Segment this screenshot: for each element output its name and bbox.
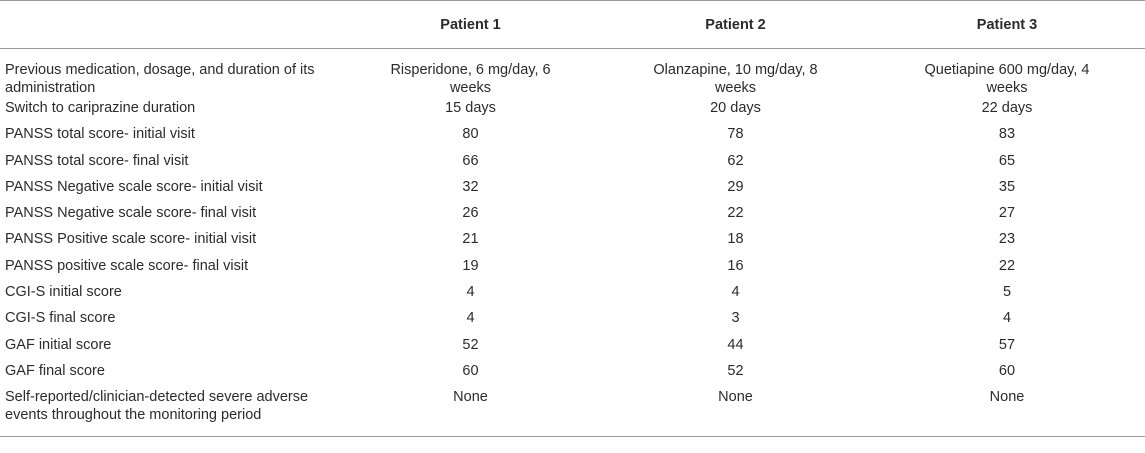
- row-label: GAF final score: [5, 362, 105, 379]
- table-row: GAF initial score 52 44 57: [0, 334, 1145, 360]
- table-row: Switch to cariprazine duration 15 days 2…: [0, 97, 1145, 123]
- cell-value: None: [602, 386, 869, 437]
- cell-value: 66: [462, 152, 479, 169]
- header-cell-patient-1: Patient 1: [339, 0, 602, 49]
- cell-value: Olanzapine, 10 mg/day, 8 weeks: [602, 49, 869, 98]
- cell-value: 3: [731, 310, 740, 327]
- cell-value: 22: [727, 205, 744, 222]
- row-label: PANSS total score- final visit: [5, 152, 189, 169]
- table-row: PANSS Positive scale score- initial visi…: [0, 228, 1145, 254]
- row-label: PANSS Positive scale score- initial visi…: [5, 231, 257, 248]
- cell-value: Risperidone, 6 mg/day, 6 weeks: [339, 49, 602, 98]
- cell-value: 4: [466, 284, 475, 301]
- cell-value: 4: [1002, 310, 1012, 327]
- cell-value: 15 days: [445, 100, 496, 116]
- cell-value: 21: [462, 231, 479, 248]
- cell-value: 5: [1002, 284, 1012, 301]
- cell-value: 29: [727, 178, 744, 195]
- table-row: PANSS total score- final visit 66 62 65: [0, 150, 1145, 176]
- header-cell-label: [0, 0, 339, 49]
- cell-value: 62: [727, 152, 744, 169]
- cell-value: 65: [998, 152, 1016, 169]
- table-row: GAF final score 60 52 60: [0, 360, 1145, 386]
- row-label-text: Self-reported/clinician-detected severe …: [5, 389, 309, 424]
- table-row: CGI-S initial score 4 4 5: [0, 281, 1145, 307]
- row-label: PANSS Negative scale score- final visit: [5, 205, 257, 222]
- row-label: GAF initial score: [5, 336, 112, 353]
- header-row: Patient 1 Patient 2 Patient 3: [0, 0, 1145, 49]
- cell-value: 23: [998, 231, 1016, 248]
- cell-text: Quetiapine 600 mg/day, 4 weeks: [924, 62, 1090, 96]
- row-label: PANSS Negative scale score- initial visi…: [5, 178, 263, 195]
- cell-value: 52: [727, 362, 744, 379]
- cell-value: 22: [998, 257, 1016, 274]
- header-cell-patient-3: Patient 3: [869, 0, 1145, 49]
- cell-value: 57: [998, 336, 1016, 353]
- cell-value: 52: [462, 336, 479, 353]
- cell-value: 32: [462, 178, 479, 195]
- cell-value: 4: [731, 284, 740, 301]
- table-row: PANSS total score- initial visit 80 78 8…: [0, 123, 1145, 149]
- cell-value: 22 days: [981, 100, 1033, 116]
- patient-comparison-table: Patient 1 Patient 2 Patient 3 Previous m…: [0, 0, 1145, 437]
- table-row: Self-reported/clinician-detected severe …: [0, 386, 1145, 437]
- row-label: CGI-S initial score: [5, 284, 122, 301]
- row-label: Switch to cariprazine duration: [5, 100, 196, 116]
- table-row: CGI-S final score 4 3 4: [0, 307, 1145, 333]
- row-label: PANSS total score- initial visit: [5, 126, 195, 143]
- cell-value: 18: [727, 231, 744, 248]
- cell-value: 44: [727, 336, 744, 353]
- cell-value: None: [339, 386, 602, 437]
- cell-value: None: [869, 386, 1145, 437]
- table-row: Previous medication, dosage, and duratio…: [0, 49, 1145, 98]
- cell-value: 26: [462, 205, 479, 222]
- cell-value: Quetiapine 600 mg/day, 4 weeks: [869, 49, 1145, 98]
- table-row: PANSS Negative scale score- initial visi…: [0, 176, 1145, 202]
- cell-text: Risperidone, 6 mg/day, 6 weeks: [390, 62, 551, 96]
- cell-value: 78: [727, 126, 744, 143]
- cell-text: Olanzapine, 10 mg/day, 8 weeks: [653, 62, 818, 96]
- cell-value: 20 days: [710, 100, 761, 116]
- cell-value: 27: [998, 205, 1016, 222]
- cell-value: 16: [727, 257, 744, 274]
- cell-value: 19: [462, 257, 479, 274]
- row-label: CGI-S final score: [5, 310, 116, 327]
- cell-value: 60: [998, 362, 1016, 379]
- cell-value: 80: [462, 126, 479, 143]
- cell-value: 83: [998, 126, 1016, 143]
- row-label: PANSS positive scale score- final visit: [5, 257, 249, 274]
- row-label: Self-reported/clinician-detected severe …: [0, 386, 339, 437]
- cell-value: 4: [466, 310, 475, 327]
- cell-value: 60: [462, 362, 479, 379]
- header-cell-patient-2: Patient 2: [602, 0, 869, 49]
- cell-value: 35: [998, 178, 1016, 195]
- row-label: Previous medication, dosage, and duratio…: [5, 62, 315, 96]
- table-row: PANSS Negative scale score- final visit …: [0, 202, 1145, 228]
- table-row: PANSS positive scale score- final visit …: [0, 255, 1145, 281]
